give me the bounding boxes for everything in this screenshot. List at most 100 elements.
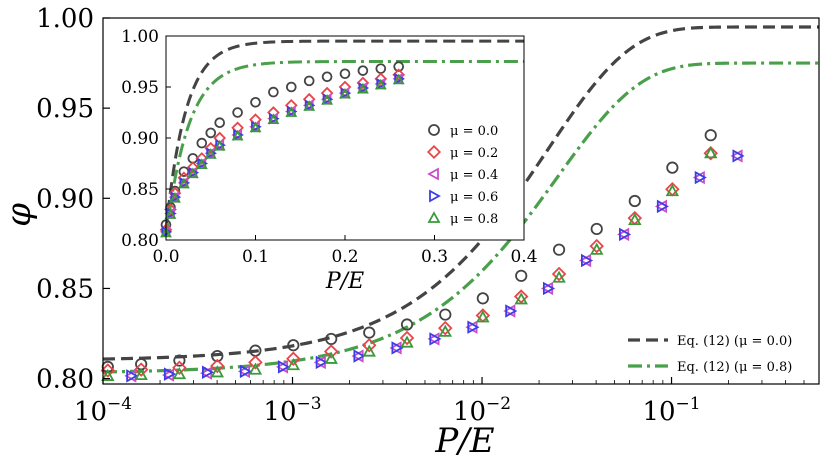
- main-point-mu0.6: [694, 170, 707, 185]
- inset-point-mu0.0: [268, 86, 279, 98]
- main-point-mu0.8: [590, 242, 604, 255]
- main-point-mu0.6: [619, 227, 632, 242]
- inset-point-mu0.2: [374, 72, 388, 86]
- main-point-mu0.0: [552, 243, 566, 256]
- main-point-mu0.2: [399, 330, 415, 346]
- main-point-mu0.6: [126, 369, 139, 383]
- inset-point-mu0.0: [205, 127, 217, 139]
- main-plot: 10−4 10−3 10−2 10−1 0.80 0.85 0.90 0.95 1.00 P/…: [0, 4, 820, 461]
- inset-legend-label: μ = 0.6: [450, 190, 498, 205]
- inset-point-mu0.8: [213, 139, 226, 151]
- main-point-mu0.8: [438, 324, 453, 337]
- main-point-mu0.6: [315, 355, 328, 370]
- inset-legend: μ = 0.0 μ = 0.2 μ = 0.4 μ = 0.6 μ = 0.8: [426, 124, 498, 227]
- inset-point-mu0.0: [214, 117, 226, 128]
- inset-point-mu0.8: [339, 87, 351, 99]
- inset-legend-marker: [429, 189, 441, 203]
- main-point-mu0.0: [287, 339, 300, 352]
- main-y-tick-label: 1.00: [36, 4, 94, 34]
- inset-point-mu0.2: [338, 80, 352, 94]
- inset-point-mu0.8: [374, 78, 387, 90]
- main-point-mu0.6: [467, 320, 480, 334]
- inset-point-mu0.8: [321, 94, 334, 105]
- main-point-mu0.0: [628, 194, 641, 208]
- main-point-mu0.0: [439, 308, 452, 321]
- inset-point-mu0.8: [169, 191, 181, 203]
- inset-plot: 0.0 0.1 0.2 0.3 0.4 0.80 0.85 0.90 0.95 1.00 P/E…: [121, 27, 537, 294]
- inset-y-tick-label: 1.00: [121, 27, 159, 47]
- main-point-mu0.6: [391, 341, 404, 355]
- inset-point-mu0.2: [168, 186, 182, 200]
- main-point-mu0.2: [361, 337, 377, 353]
- inset-point-mu0.8: [267, 113, 280, 125]
- main-y-tick-label: 0.90: [36, 184, 94, 214]
- inset-point-mu0.2: [356, 76, 370, 90]
- inset-point-mu0.2: [284, 99, 298, 112]
- main-point-mu0.0: [173, 354, 186, 367]
- inset-legend-label: μ = 0.4: [450, 168, 498, 183]
- main-point-mu0.2: [172, 360, 187, 376]
- main-point-mu0.8: [101, 368, 115, 381]
- inset-legend-label: μ = 0.0: [450, 124, 498, 139]
- inset-point-mu0.0: [232, 107, 243, 118]
- main-legend-label: Eq. (12) (μ = 0.8): [677, 360, 792, 375]
- main-point-mu0.2: [286, 351, 301, 367]
- inset-y-ticks: 0.80 0.85 0.90 0.95 1.00: [121, 27, 171, 251]
- main-point-mu0.8: [514, 292, 528, 305]
- inset-legend-label: μ = 0.2: [450, 146, 498, 161]
- inset-point-mu0.8: [177, 177, 190, 189]
- inset-point-mu0.2: [177, 171, 191, 185]
- main-point-mu0.8: [400, 335, 414, 348]
- inset-x-tick-label: 0.0: [152, 247, 179, 267]
- main-point-mu0.2: [248, 355, 263, 370]
- main-point-mu0.0: [515, 269, 528, 282]
- inset-point-mu0.2: [267, 106, 280, 119]
- inset-point-mu0.0: [393, 61, 405, 72]
- main-point-mu0.6: [201, 365, 215, 380]
- inset-point-mu0.0: [196, 137, 208, 149]
- main-point-mu0.0: [476, 292, 489, 305]
- main-point-mu0.8: [552, 270, 566, 283]
- main-point-mu0.2: [589, 238, 604, 254]
- main-y-axis-label: φ: [0, 203, 39, 227]
- inset-point-mu0.8: [356, 82, 369, 94]
- main-y-ticks: 0.80 0.85 0.90 0.95 1.00: [36, 4, 110, 395]
- main-point-mu0.0: [704, 129, 717, 142]
- inset-x-tick-label: 0.3: [421, 247, 448, 267]
- inset-curve-eq12-mu0.8: [164, 60, 524, 238]
- inset-point-mu0.2: [302, 92, 316, 106]
- inset-point-mu0.0: [321, 71, 333, 83]
- inset-legend-marker: [428, 124, 440, 136]
- main-point-mu0.8: [172, 367, 187, 380]
- inset-point-mu0.2: [195, 152, 209, 165]
- main-point-mu0.6: [505, 304, 518, 318]
- main-point-mu0.8: [134, 367, 148, 381]
- inset-legend-marker: [427, 167, 439, 181]
- main-x-tick-label: 10−1: [642, 394, 700, 427]
- inset-legend-marker: [427, 211, 441, 223]
- main-point-mu0.8: [324, 351, 338, 364]
- main-point-mu0.8: [248, 362, 263, 375]
- inset-x-tick-label: 0.4: [510, 247, 537, 267]
- main-frame: [102, 17, 820, 385]
- inset-point-mu0.8: [303, 100, 316, 111]
- inset-points: [159, 61, 406, 238]
- inset-x-tick-label: 0.1: [242, 247, 269, 267]
- inset-point-mu0.0: [250, 97, 261, 108]
- inset-point-mu0.8: [392, 73, 405, 85]
- main-point-mu0.0: [363, 326, 376, 339]
- inset-point-mu0.0: [285, 81, 297, 93]
- main-y-tick-label: 0.80: [36, 365, 94, 395]
- main-point-mu0.6: [581, 253, 594, 268]
- main-point-mu0.6: [353, 349, 366, 363]
- main-point-mu0.8: [362, 344, 376, 357]
- inset-x-tick-label: 0.2: [331, 247, 358, 267]
- main-point-mu0.0: [400, 318, 414, 331]
- inset-point-mu0.2: [164, 203, 177, 216]
- main-point-mu0.8: [210, 365, 225, 378]
- inset-legend-label: μ = 0.8: [450, 212, 498, 227]
- main-point-mu0.8: [628, 212, 642, 225]
- main-point-mu0.2: [551, 266, 567, 282]
- inset-point-mu0.0: [178, 166, 190, 177]
- inset-curve-eq12-mu0.0: [164, 39, 524, 230]
